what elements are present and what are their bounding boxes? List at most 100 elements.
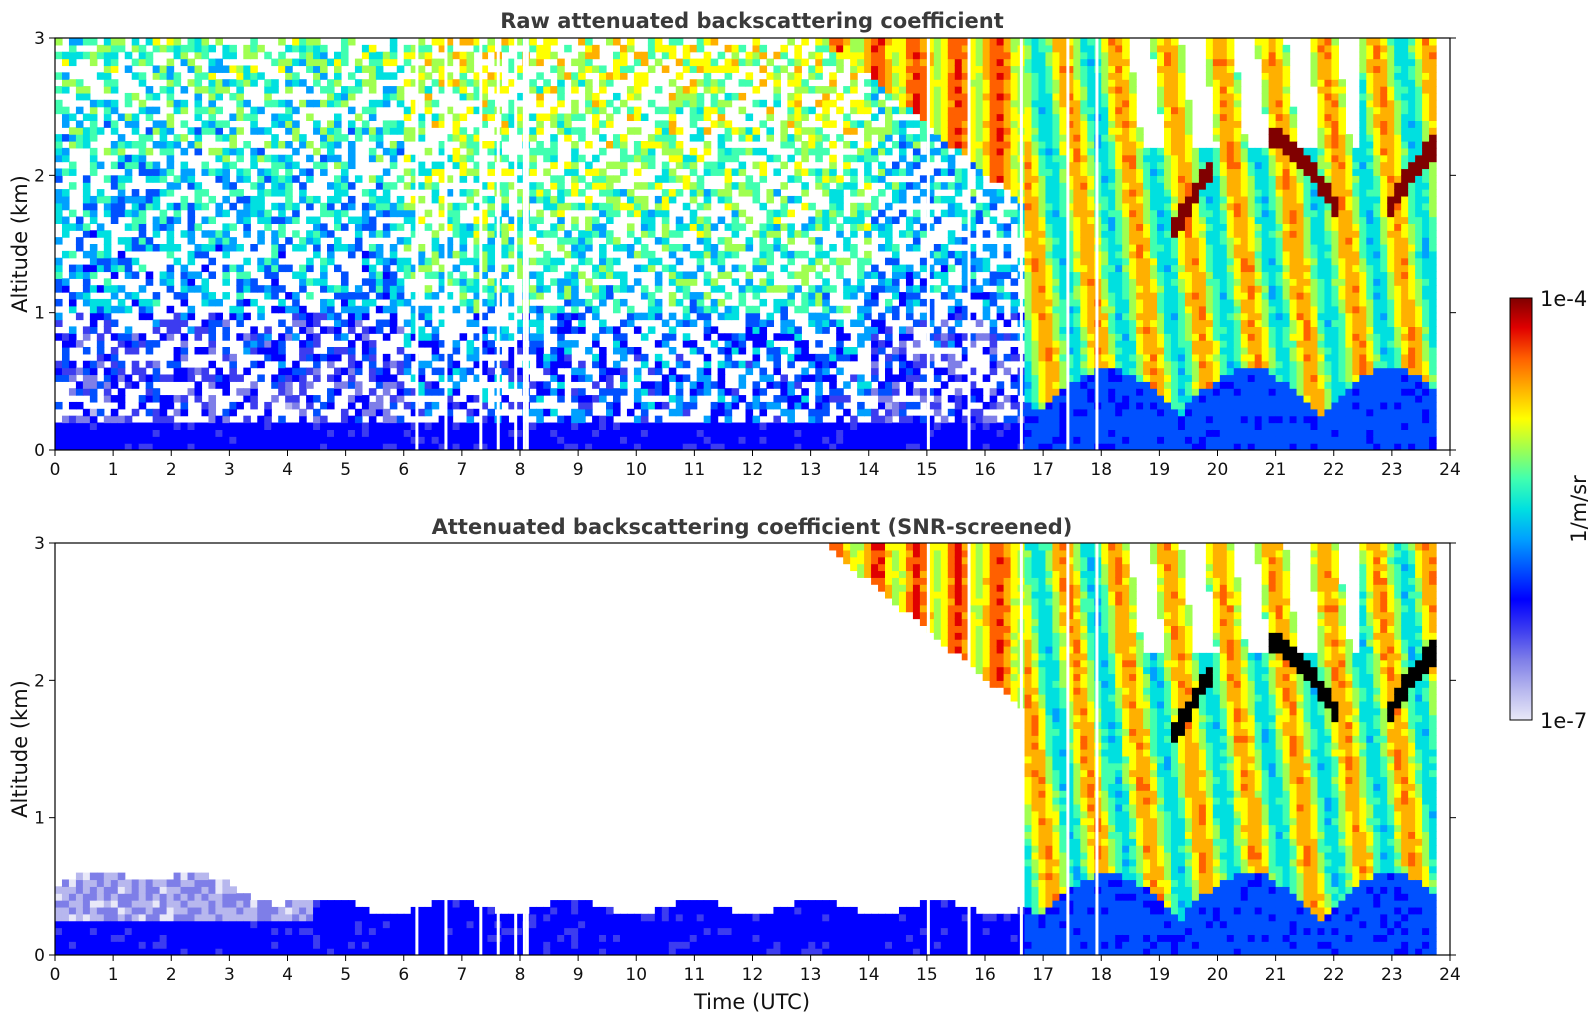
heatmap-cell xyxy=(871,367,879,376)
heatmap-cell xyxy=(501,168,509,176)
heatmap-cell xyxy=(131,223,140,231)
heatmap-cell xyxy=(871,154,879,163)
heatmap-cell xyxy=(285,367,293,376)
heatmap-cell xyxy=(843,305,851,314)
heatmap-cell xyxy=(347,401,356,410)
heatmap-cell xyxy=(229,436,237,444)
heatmap-cell xyxy=(466,353,475,362)
heatmap-cell xyxy=(815,250,823,259)
heatmap-cell xyxy=(508,429,516,437)
heatmap-cell xyxy=(103,367,112,376)
heatmap-cell xyxy=(194,147,203,156)
heatmap-cell xyxy=(982,333,991,341)
heatmap-cell xyxy=(592,168,600,176)
heatmap-cell xyxy=(264,154,272,163)
heatmap-cell xyxy=(626,223,635,231)
heatmap-cell xyxy=(766,347,775,355)
heatmap-cell xyxy=(424,264,433,273)
heatmap-cell xyxy=(940,141,949,149)
heatmap-cell xyxy=(515,161,523,170)
heatmap-cell xyxy=(619,147,628,156)
heatmap-cell xyxy=(159,244,168,252)
heatmap-cell xyxy=(466,422,475,430)
heatmap-cell xyxy=(417,312,426,321)
heatmap-cell xyxy=(759,44,768,53)
heatmap-cell xyxy=(947,202,956,211)
heatmap-cell xyxy=(689,168,698,176)
heatmap-cell xyxy=(250,436,258,444)
heatmap-cell xyxy=(1003,86,1012,94)
heatmap-cell xyxy=(55,106,63,115)
heatmap-cell xyxy=(89,367,98,376)
heatmap-cell xyxy=(759,278,768,286)
heatmap-cell xyxy=(306,340,314,348)
heatmap-cell xyxy=(989,38,998,46)
heatmap-cell xyxy=(187,312,196,321)
heatmap-cell xyxy=(292,230,300,238)
heatmap-cell xyxy=(668,168,677,176)
heatmap-cell xyxy=(459,422,468,430)
heatmap-cell xyxy=(403,58,412,67)
heatmap-cell xyxy=(285,216,293,224)
heatmap-cell xyxy=(222,154,230,163)
heatmap-cell xyxy=(417,388,426,396)
heatmap-cell xyxy=(871,333,879,341)
heatmap-cell xyxy=(1010,298,1019,307)
heatmap-cell xyxy=(878,127,886,135)
heatmap-cell xyxy=(717,367,726,376)
heatmap-cell xyxy=(975,44,984,53)
heatmap-cell xyxy=(850,292,858,300)
heatmap-cell xyxy=(250,422,258,430)
heatmap-cell xyxy=(557,395,565,403)
heatmap-cell xyxy=(578,374,586,382)
heatmap-cell xyxy=(61,443,70,450)
heatmap-cell xyxy=(215,209,223,218)
heatmap-cell xyxy=(243,230,251,238)
heatmap-cell xyxy=(557,374,565,382)
heatmap-cell xyxy=(571,175,579,183)
heatmap-cell xyxy=(292,106,300,115)
heatmap-cell xyxy=(878,429,886,437)
heatmap-cell xyxy=(173,422,182,430)
heatmap-cell xyxy=(905,79,914,87)
heatmap-cell xyxy=(898,38,907,46)
heatmap-cell xyxy=(201,244,210,252)
heatmap-cell xyxy=(340,189,349,197)
heatmap-cell xyxy=(208,340,217,348)
heatmap-cell xyxy=(417,120,426,128)
heatmap-cell xyxy=(229,312,237,321)
heatmap-cell xyxy=(752,422,761,430)
heatmap-cell xyxy=(905,388,914,396)
heatmap-cell xyxy=(585,44,593,53)
heatmap-cell xyxy=(996,401,1005,410)
heatmap-cell xyxy=(292,38,300,46)
heatmap-cell xyxy=(417,72,426,80)
heatmap-cell xyxy=(299,436,307,444)
heatmap-cell xyxy=(180,120,189,128)
heatmap-cell xyxy=(745,312,754,321)
heatmap-cell xyxy=(801,189,809,197)
heatmap-cell xyxy=(878,161,886,170)
heatmap-cell xyxy=(473,333,482,341)
heatmap-cell xyxy=(613,244,621,252)
heatmap-cell xyxy=(180,395,189,403)
heatmap-cell xyxy=(836,202,844,211)
heatmap-cell xyxy=(940,127,949,135)
heatmap-cell xyxy=(557,175,565,183)
heatmap-cell xyxy=(640,141,649,149)
heatmap-cell xyxy=(843,408,851,417)
heatmap-cell xyxy=(550,223,558,231)
heatmap-cell xyxy=(313,415,321,424)
heatmap-cell xyxy=(396,175,405,183)
heatmap-cell xyxy=(794,113,802,121)
heatmap-cell xyxy=(117,333,126,341)
heatmap-cell xyxy=(320,436,328,444)
heatmap-cell xyxy=(375,374,384,382)
heatmap-cell xyxy=(417,195,426,204)
heatmap-cell xyxy=(75,244,84,252)
heatmap-cell xyxy=(431,422,440,430)
heatmap-cell xyxy=(871,58,879,67)
heatmap-cell xyxy=(766,127,775,135)
heatmap-cell xyxy=(264,326,272,334)
heatmap-cell xyxy=(138,422,147,430)
